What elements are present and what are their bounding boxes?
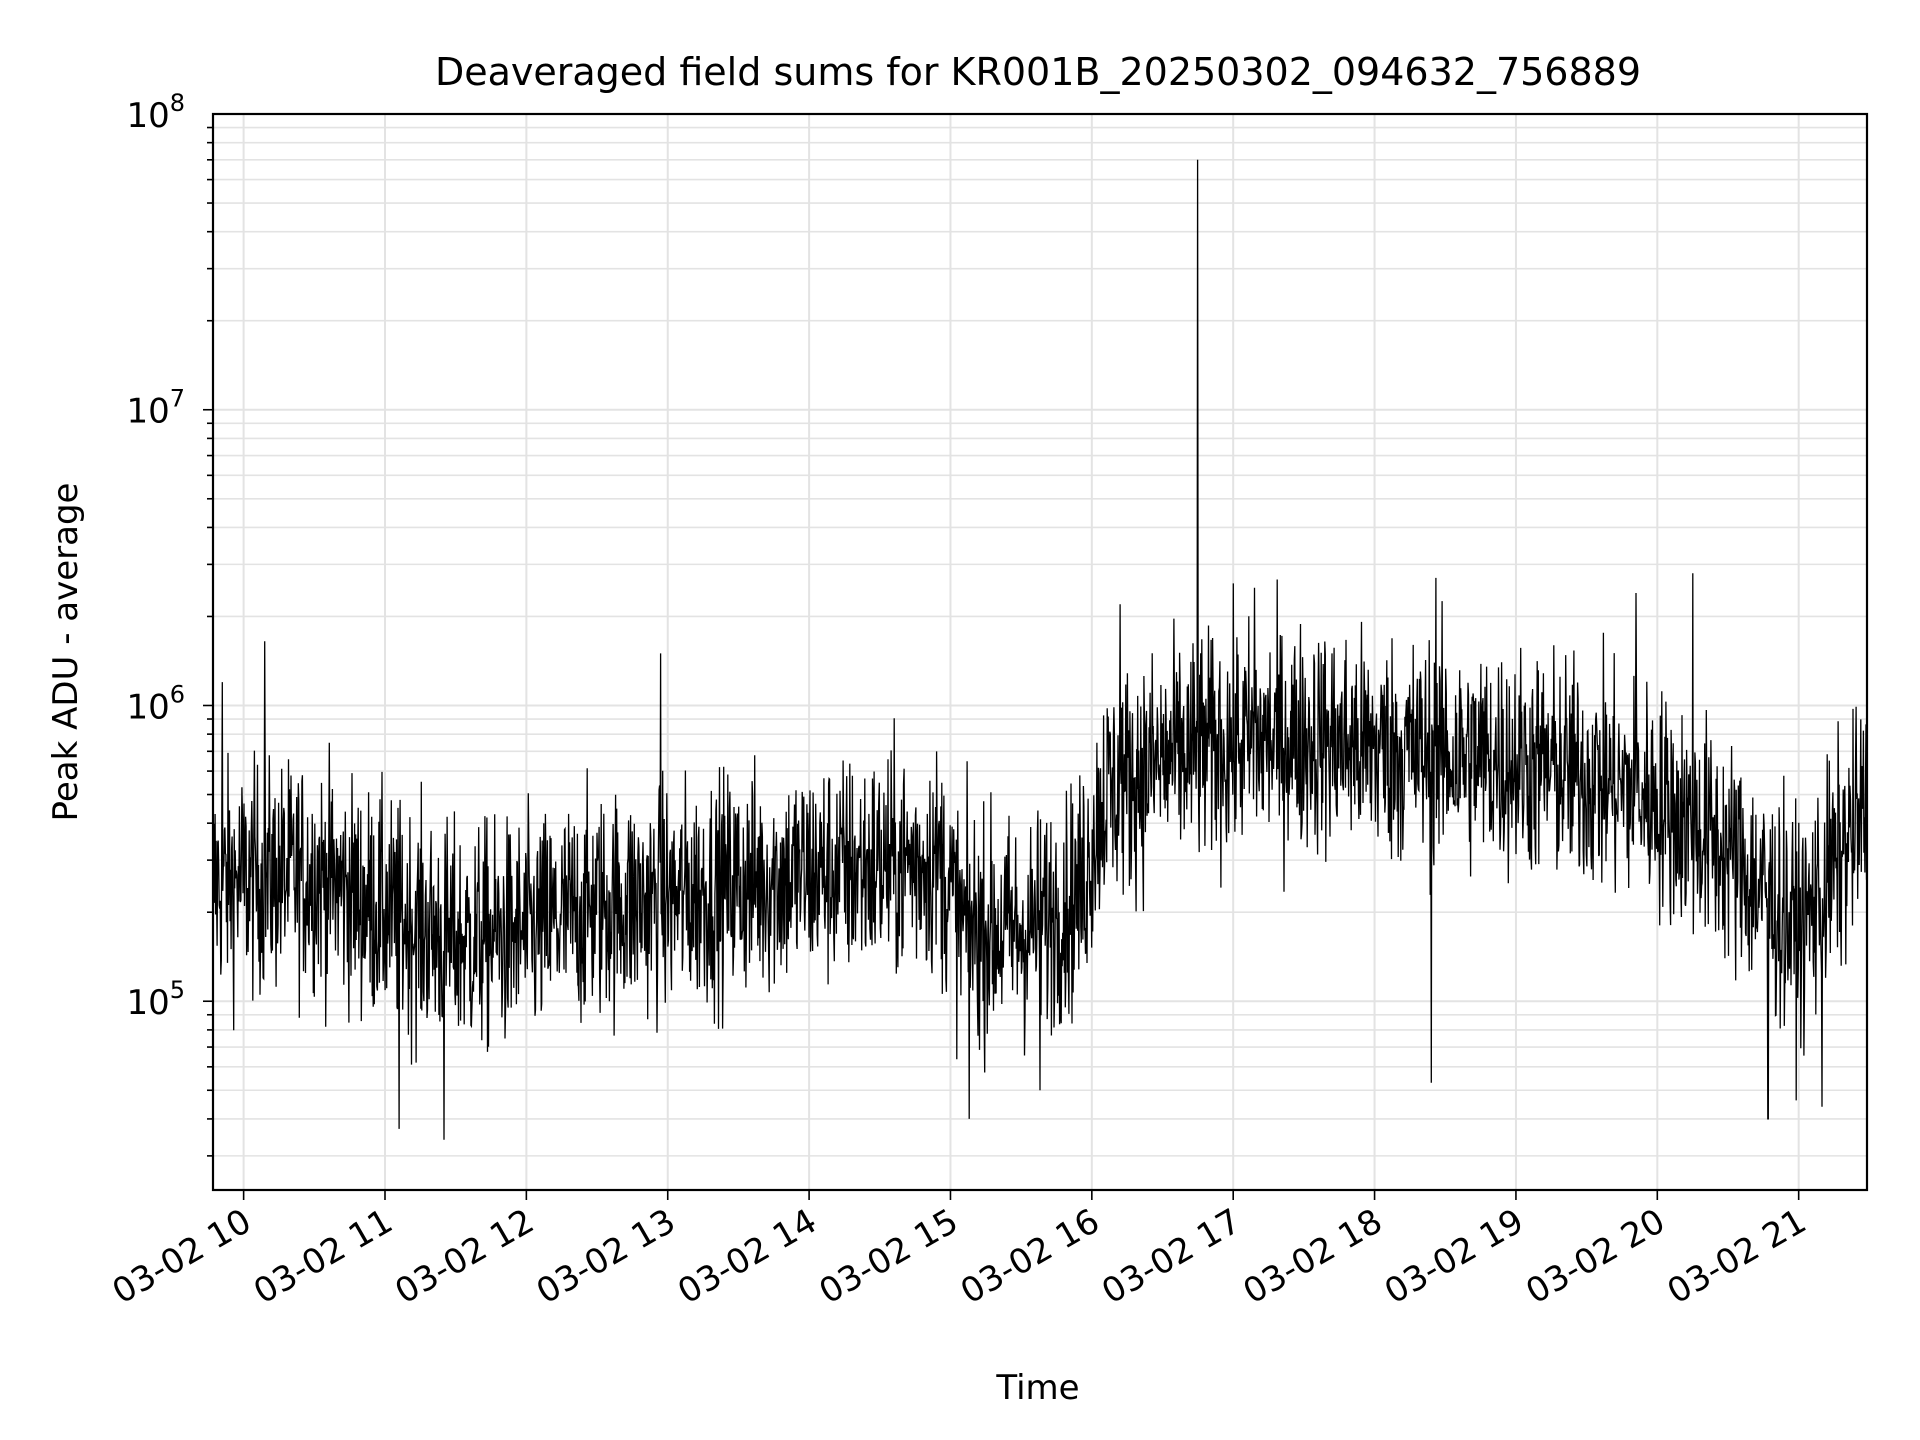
plot-frame (211, 112, 1869, 1192)
series-peak-adu (212, 159, 1868, 1140)
y-tick-base: 10 (126, 392, 169, 432)
chart-title: Deaveraged field sums for KR001B_2025030… (435, 50, 1641, 94)
y-tick-label: 107 (126, 385, 185, 432)
series-line (212, 159, 1868, 1140)
y-tick-exponent: 5 (170, 976, 185, 1004)
y-tick-label: 106 (126, 680, 185, 727)
y-tick-base: 10 (126, 687, 169, 727)
y-tick-base: 10 (126, 983, 169, 1023)
y-tick-label: 105 (126, 976, 185, 1023)
y-tick-exponent: 7 (170, 385, 185, 413)
y-tick-exponent: 6 (170, 680, 185, 708)
y-tick-label: 108 (126, 89, 185, 136)
y-tick-exponent: 8 (170, 89, 185, 117)
x-axis-label: Time (995, 1368, 1079, 1408)
y-tick-base: 10 (126, 96, 169, 136)
y-axis-label: Peak ADU - average (46, 483, 86, 822)
